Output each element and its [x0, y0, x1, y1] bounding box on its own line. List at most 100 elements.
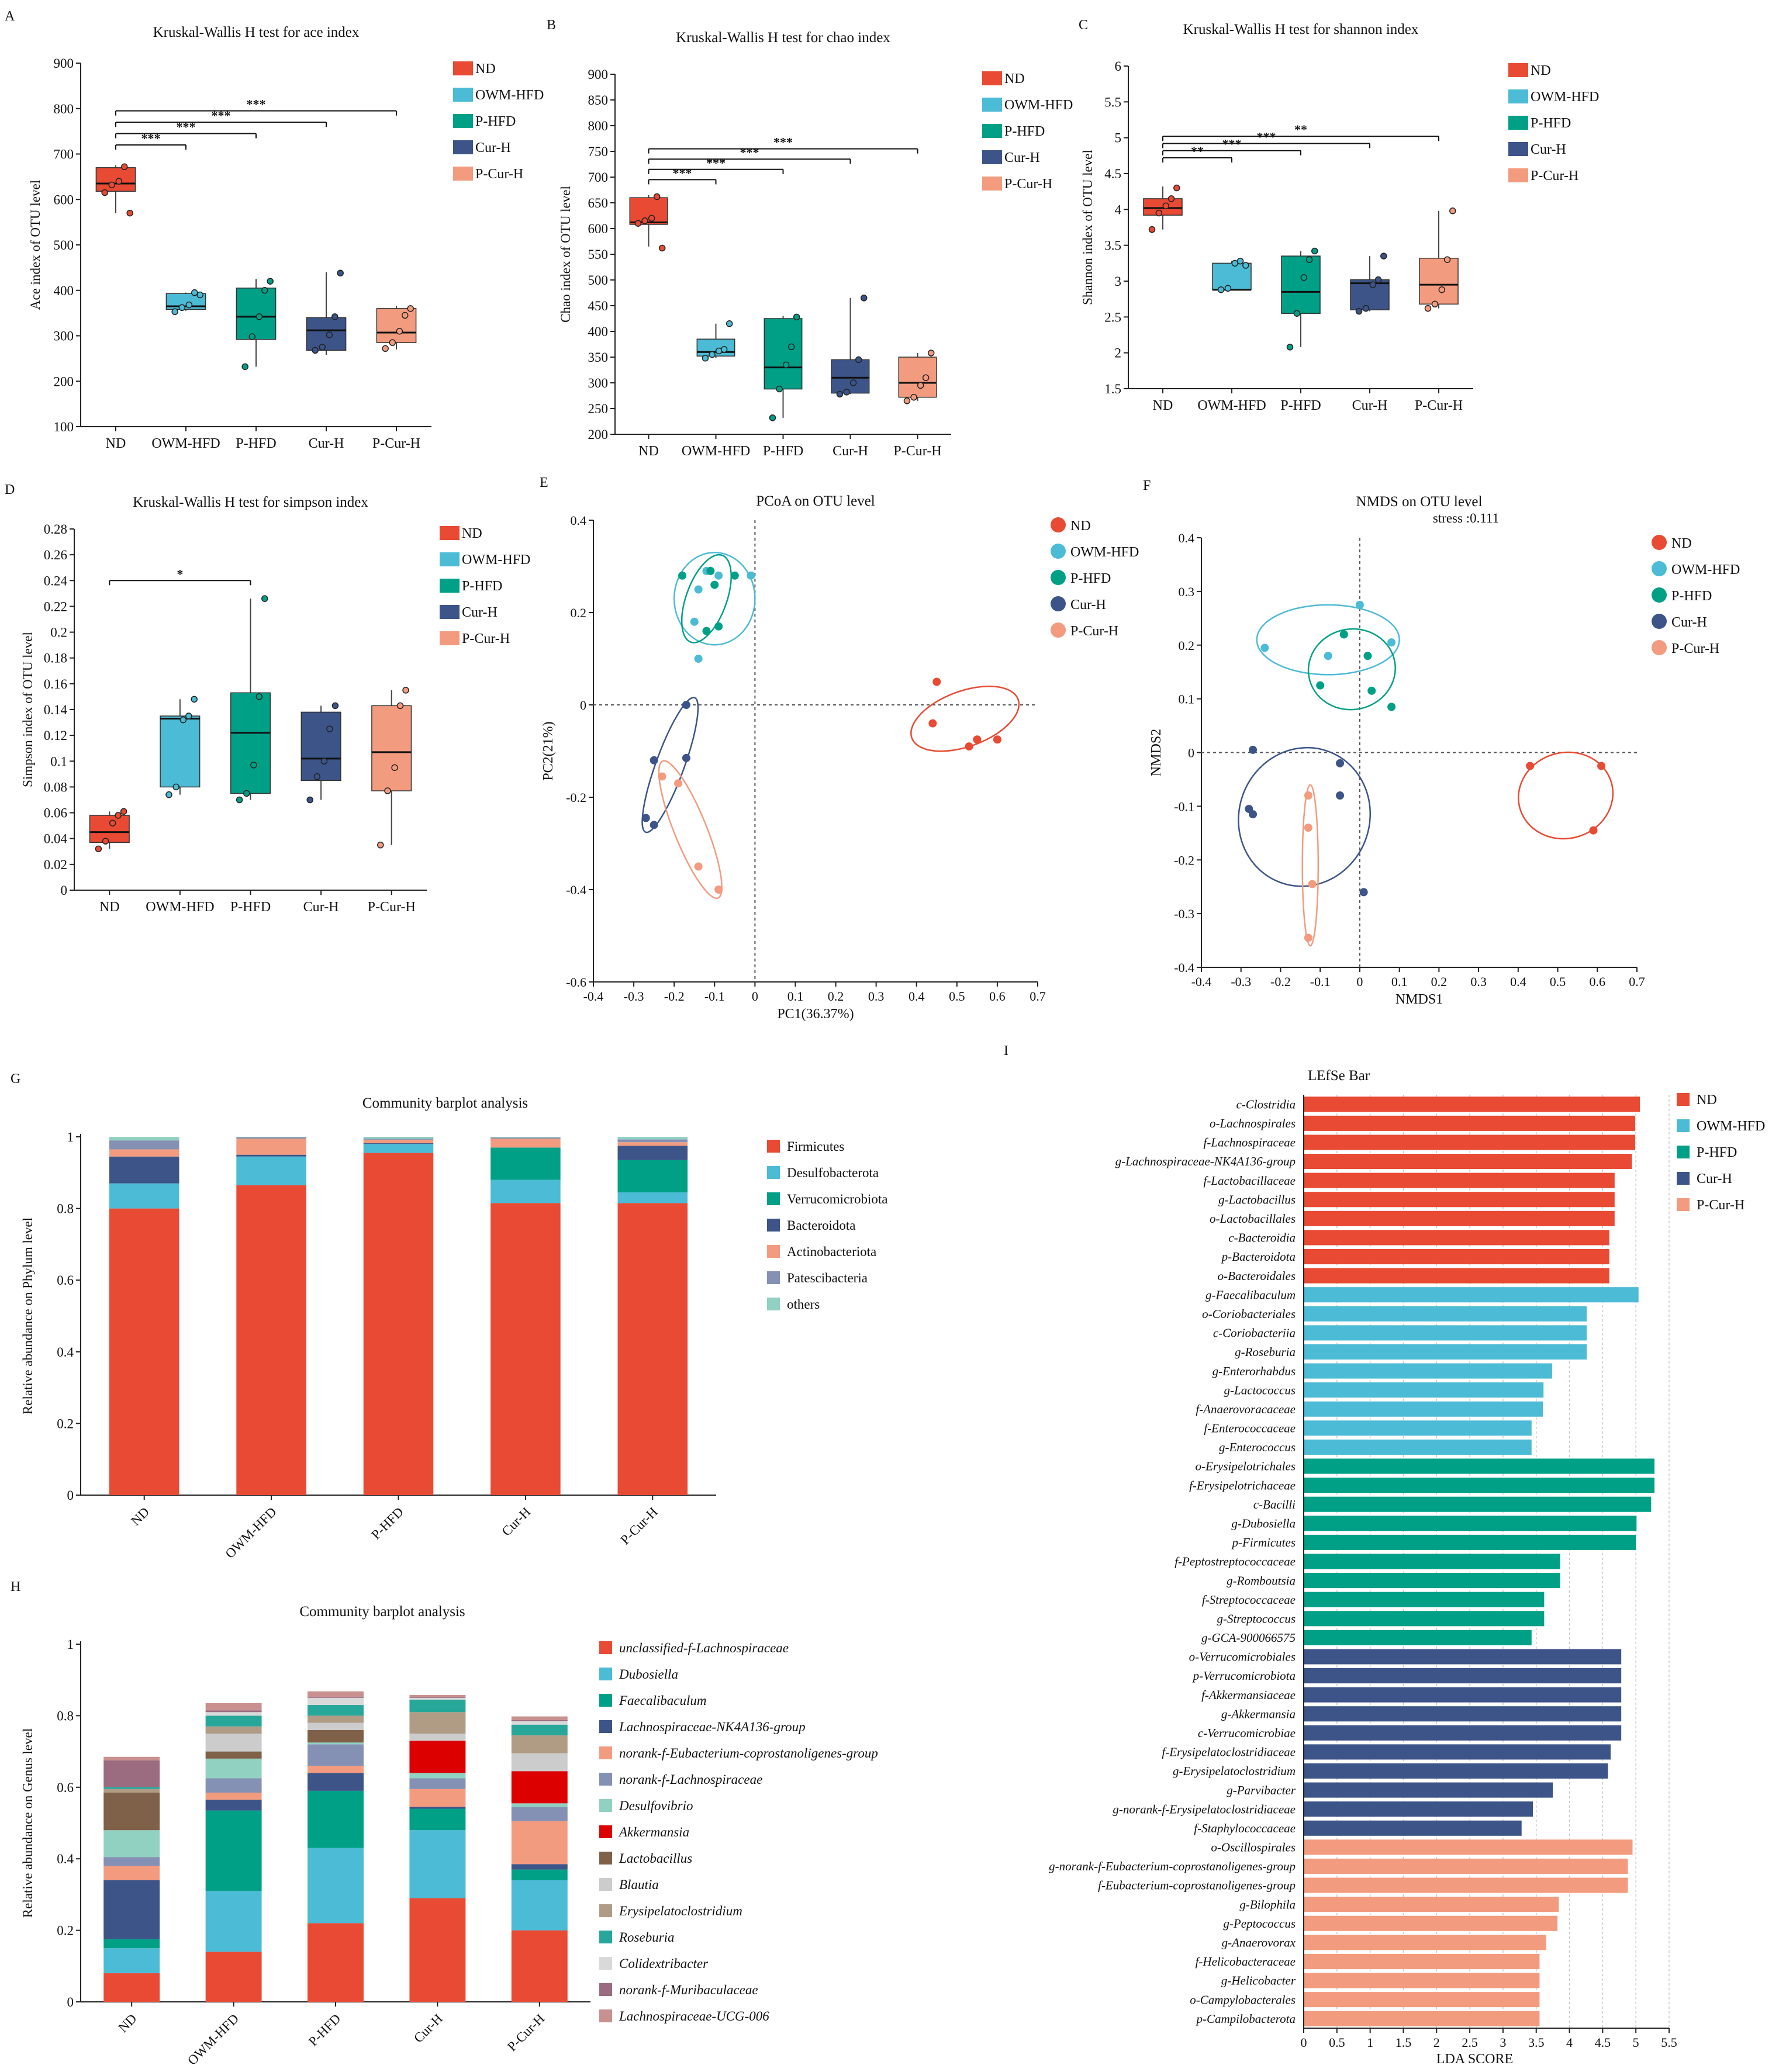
bar-segment-Desulfovibrio [205, 1758, 262, 1779]
legend-label: ND [1004, 71, 1025, 87]
lda-bar-Cur-H [1304, 1744, 1611, 1760]
feature-label: f-Akkermansiaceae [1201, 1688, 1296, 1702]
lda-bar-P-HFD [1304, 1573, 1560, 1589]
legend-label: OWM-HFD [1004, 98, 1073, 113]
legend-label: Roseburia [619, 1930, 675, 1945]
legend-marker [1051, 622, 1066, 638]
sample-point [178, 304, 186, 312]
legend-swatch [599, 1852, 612, 1865]
legend-label: ND [475, 61, 496, 77]
x-tick-label: Cur-H [411, 2011, 445, 2046]
legend-swatch [1508, 63, 1528, 77]
sample-point [1311, 247, 1318, 255]
x-tick-label: P-Cur-H [617, 1504, 660, 1547]
feature-label: g-Lachnospiraceae-NK4A136-group [1115, 1154, 1296, 1168]
sample-point [402, 312, 409, 319]
sample-point [384, 787, 391, 794]
lda-bar-P-Cur-H [1304, 1973, 1540, 1988]
y-tick-label: 0.2 [571, 606, 587, 620]
feature-label: o-Lachnospirales [1210, 1116, 1296, 1130]
feature-label: f-Erysipelotrichaceae [1189, 1478, 1296, 1492]
legend-swatch [453, 88, 473, 102]
sample-point [1231, 260, 1239, 267]
x-tick-label: 2 [1433, 2035, 1440, 2050]
sig-label: *** [773, 135, 793, 150]
sample-point [396, 702, 404, 710]
x-tick-label: P-Cur-H [505, 2011, 547, 2054]
panel-letter-I: I [1004, 1043, 1008, 1059]
chart-title: PCoA on OTU level [756, 493, 875, 509]
y-tick-label: 0 [61, 883, 68, 898]
bar-segment-norank-f-Lachnospiraceae [103, 1857, 160, 1866]
y-tick-label: -0.2 [1174, 853, 1194, 867]
feature-label: o-Verrucomicrobiales [1189, 1650, 1296, 1664]
sample-point [1300, 274, 1308, 281]
y-tick-label: 0.18 [44, 651, 67, 666]
x-tick-label: P-Cur-H [372, 436, 420, 451]
bar-segment-norank-f-Lachnospiraceae [511, 1807, 568, 1821]
legend-label: norank-f-Eubacterium-coprostanoligenes-g… [619, 1746, 878, 1760]
legend-label: ND [1070, 518, 1091, 534]
legend-label: ND [1671, 536, 1692, 551]
bar-segment-norank-f-Lachnospiraceae [205, 1778, 262, 1793]
legend-swatch [440, 526, 460, 540]
chart-title: NMDS on OTU level [1356, 494, 1483, 510]
scatter-point-P-HFD [1339, 630, 1348, 639]
sample-point [331, 702, 339, 710]
legend-marker [1652, 614, 1667, 629]
y-tick-label: 0.28 [44, 522, 67, 537]
panel-D: Kruskal-Wallis H test for simpson index 0… [20, 494, 530, 915]
feature-label: f-Lachnospiraceae [1204, 1136, 1296, 1150]
feature-label: g-Dubosiella [1231, 1516, 1296, 1530]
sample-point [185, 301, 193, 309]
y-tick-label: 600 [54, 192, 74, 207]
bar-segment-Verrucomicrobiota [617, 1160, 688, 1193]
panel-letter-B: B [547, 18, 556, 33]
bar-segment-Desulfovibrio [511, 1803, 568, 1807]
scatter-point-P-Cur-H [1304, 933, 1312, 942]
legend-swatch [1508, 89, 1528, 103]
y-tick-label: 750 [588, 144, 609, 159]
bar-segment-norank-f-Eubacterium-coprostanoligenes-group [308, 1766, 364, 1773]
x-tick-label: 5.5 [1661, 2035, 1677, 2050]
y-axis-label: PC2(21%) [541, 721, 556, 780]
legend-label: P-HFD [462, 579, 502, 594]
sample-point [331, 313, 338, 320]
legend-swatch [767, 1298, 780, 1310]
y-tick-label: 0.02 [44, 857, 67, 872]
legend-swatch [599, 1668, 612, 1680]
legend-swatch [453, 167, 473, 181]
sample-point [320, 757, 328, 765]
legend-label: Dubosiella [619, 1667, 678, 1682]
lda-bar-Cur-H [1304, 1725, 1622, 1741]
scatter-point-P-Cur-H [1304, 824, 1312, 832]
sample-point [927, 350, 935, 357]
x-axis-label: PC1(36.37%) [777, 1006, 854, 1022]
x-tick-label: 1.5 [1395, 2035, 1412, 2050]
x-tick-label: Cur-H [309, 436, 344, 451]
sample-point [171, 308, 178, 316]
y-tick-label: 850 [588, 93, 609, 108]
lda-bar-P-HFD [1304, 1630, 1532, 1645]
legend-label: Lachnospiraceae-NK4A136-group [619, 1720, 806, 1734]
legend-label: P-Cur-H [1004, 177, 1052, 192]
x-tick-label: 0.5 [1329, 2035, 1345, 2050]
sample-point [922, 374, 930, 381]
y-tick-label: -0.3 [1174, 907, 1194, 921]
x-tick-label: P-HFD [230, 900, 271, 915]
lda-bar-OWM-HFD [1304, 1344, 1587, 1360]
sample-point [843, 389, 850, 396]
sample-point [396, 327, 403, 335]
bar-segment-unclassified-f-Lachnospiraceae [308, 1923, 364, 2002]
x-tick-label: 0 [1301, 2035, 1307, 2050]
y-tick-label: 350 [588, 350, 609, 365]
legend-label: Desulfovibrio [619, 1798, 693, 1813]
legend-label: Cur-H [462, 605, 498, 620]
bar-segment-Colidextribacter [511, 1721, 568, 1725]
feature-label: f-Streptococcaceae [1202, 1593, 1296, 1607]
sample-point [720, 346, 728, 353]
bar-segment-Faecalibaculum [308, 1790, 364, 1848]
scatter-point-P-Cur-H [1308, 880, 1317, 888]
lda-bar-P-HFD [1304, 1534, 1636, 1550]
